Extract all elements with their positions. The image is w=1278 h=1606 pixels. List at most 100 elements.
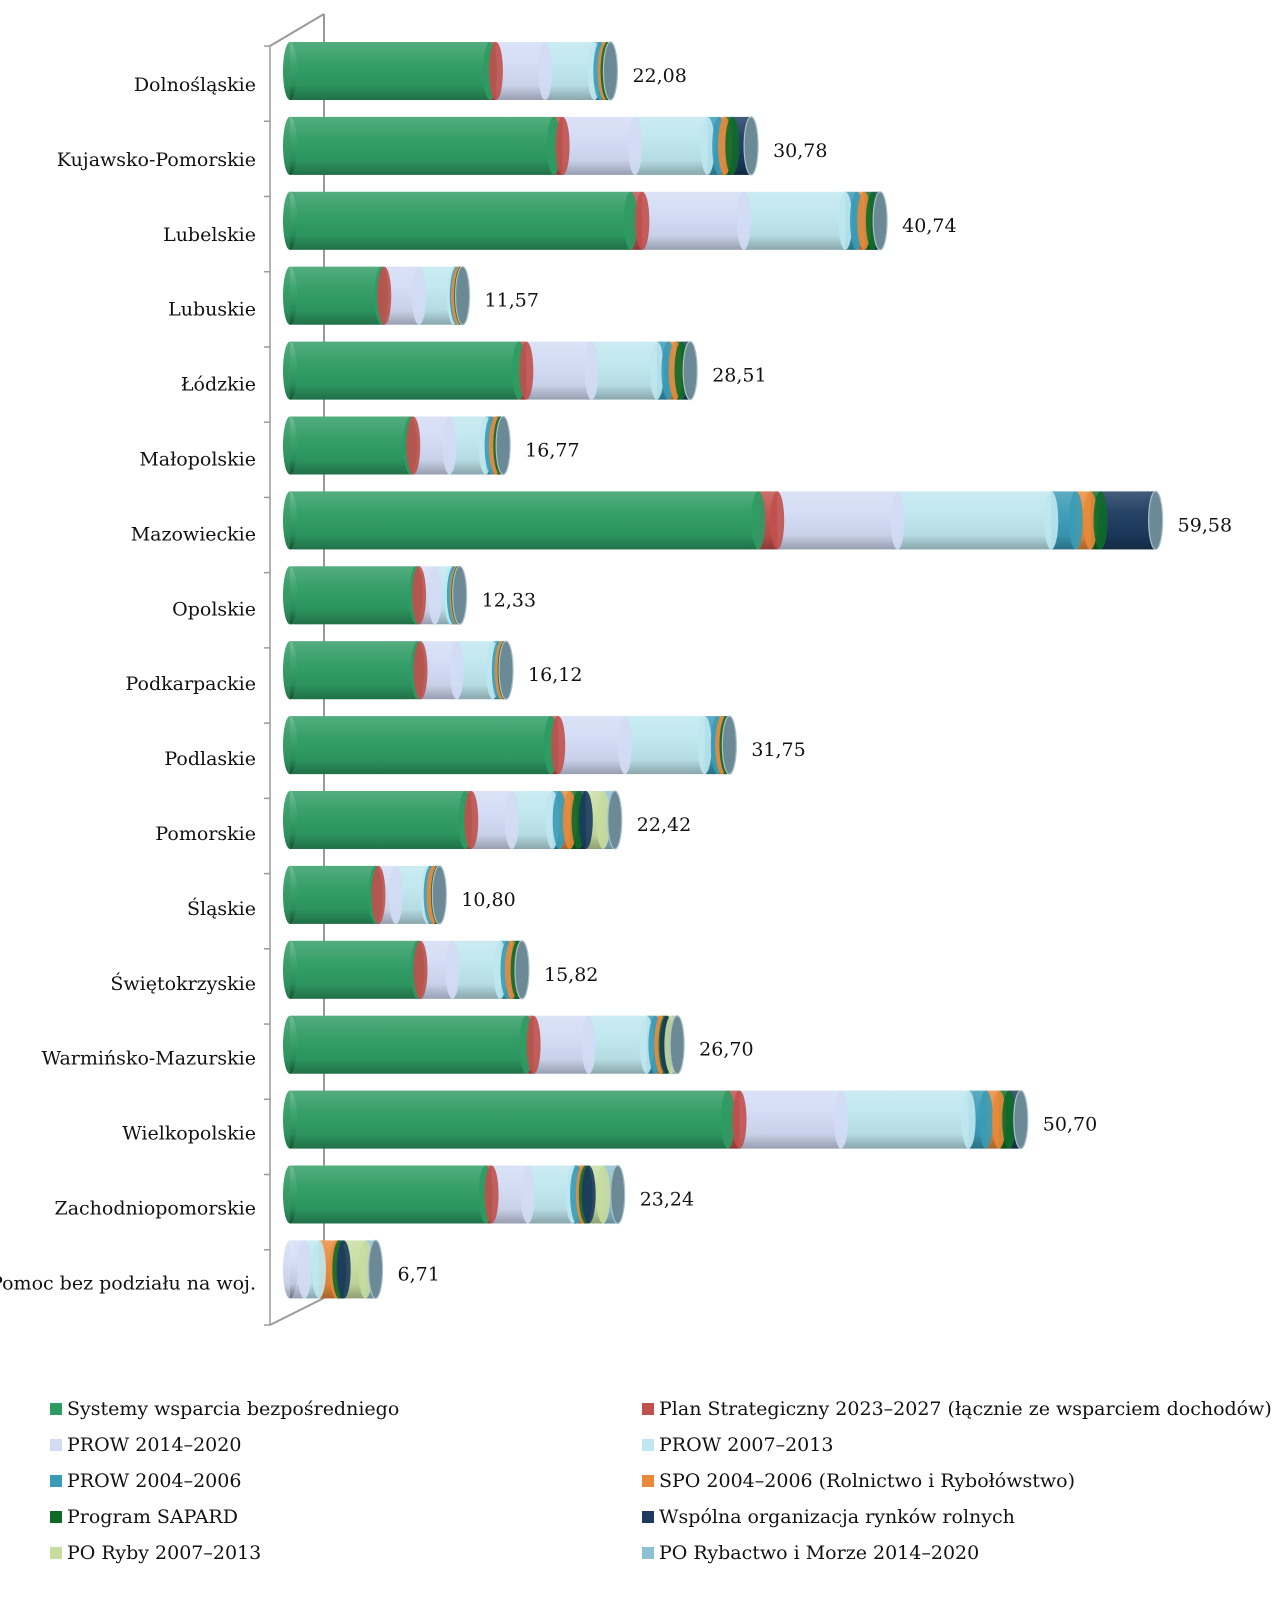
total-value-label: 16,77 bbox=[525, 440, 579, 462]
bar-shading bbox=[290, 42, 611, 100]
bar-end-cap bbox=[1148, 490, 1164, 551]
bar-end-cap bbox=[1013, 1089, 1029, 1150]
category-label: Świętokrzyskie bbox=[110, 972, 256, 995]
segment-rim bbox=[732, 1090, 747, 1149]
segment-rim bbox=[649, 341, 664, 400]
total-value-label: 10,80 bbox=[461, 889, 515, 911]
bar-end-cap bbox=[872, 191, 888, 251]
segment-rim bbox=[371, 865, 386, 924]
bar-start-shading bbox=[283, 1015, 297, 1074]
bar-end-cap bbox=[743, 116, 759, 176]
bar-start-shading bbox=[283, 940, 297, 999]
segment-rim bbox=[581, 1015, 596, 1074]
bar-group bbox=[283, 191, 888, 251]
legend-label: PROW 2007–2013 bbox=[659, 1434, 834, 1456]
segment-rim bbox=[519, 341, 534, 400]
category-label: Pomorskie bbox=[155, 823, 256, 845]
legend-label: PO Ryby 2007–2013 bbox=[67, 1542, 262, 1564]
bar-start-shading bbox=[283, 791, 297, 849]
segment-rim bbox=[449, 641, 464, 700]
bar-group bbox=[283, 341, 698, 401]
bar-start-shading bbox=[283, 491, 297, 550]
segment-rim bbox=[578, 791, 593, 849]
segment-rim bbox=[961, 1090, 976, 1149]
segment-rim bbox=[979, 1090, 993, 1149]
bar-start-shading bbox=[283, 191, 297, 250]
bar-shading bbox=[290, 716, 730, 775]
segment-rim bbox=[770, 491, 785, 550]
segment-rim bbox=[336, 1240, 351, 1299]
category-label: Pomoc bez podziału na woj. bbox=[0, 1272, 256, 1294]
legend-label: Wspólna organizacja rynków rolnych bbox=[659, 1506, 1015, 1528]
segment-rim bbox=[596, 791, 611, 849]
segment-rim bbox=[412, 266, 427, 325]
bar-group bbox=[283, 865, 447, 925]
total-value-label: 16,12 bbox=[528, 664, 582, 686]
bar-end-cap bbox=[607, 790, 623, 850]
bar-group bbox=[283, 715, 737, 775]
bar-start-shading bbox=[283, 42, 297, 100]
legend-swatch bbox=[50, 1475, 62, 1487]
bar-end-cap bbox=[498, 640, 514, 700]
bar-shading bbox=[290, 1015, 678, 1074]
bar-group bbox=[283, 940, 530, 1000]
bar-end-cap bbox=[452, 565, 468, 625]
total-value-label: 30,78 bbox=[773, 140, 827, 162]
bar-end-cap bbox=[431, 865, 447, 925]
category-label: Małopolskie bbox=[139, 449, 256, 471]
bar-start-shading bbox=[283, 716, 297, 775]
bar-start-shading bbox=[283, 116, 297, 175]
category-label: Śląskie bbox=[187, 897, 256, 920]
category-label: Wielkopolskie bbox=[122, 1123, 256, 1145]
category-label: Opolskie bbox=[172, 598, 256, 620]
category-label: Kujawsko-Pomorskie bbox=[57, 149, 256, 171]
legend-item: SPO 2004–2006 (Rolnictwo i Rybołówstwo) bbox=[642, 1470, 1075, 1492]
segment-rim bbox=[526, 1015, 541, 1074]
labels: Dolnośląskie 22,08 Kujawsko-Pomorskie 30,78… bbox=[0, 65, 1232, 1294]
total-value-label: 40,74 bbox=[902, 215, 956, 237]
bar-shading bbox=[290, 116, 752, 175]
segment-rim bbox=[1044, 491, 1059, 550]
bar-group bbox=[283, 116, 759, 176]
segment-rim bbox=[992, 1090, 1007, 1149]
legend-item: PROW 2014–2020 bbox=[50, 1434, 241, 1456]
bar-group bbox=[283, 565, 468, 625]
total-value-label: 26,70 bbox=[699, 1039, 753, 1061]
segment-rim bbox=[442, 416, 457, 475]
legend-item: PROW 2004–2006 bbox=[50, 1470, 241, 1492]
legend-swatch bbox=[642, 1547, 654, 1559]
segment-rim bbox=[623, 191, 638, 250]
segment-rim bbox=[890, 491, 905, 550]
total-value-label: 50,70 bbox=[1043, 1114, 1097, 1136]
segment-rim bbox=[445, 940, 460, 999]
bar-end-cap bbox=[514, 940, 530, 1000]
total-value-label: 22,08 bbox=[632, 65, 686, 87]
bar-group bbox=[283, 790, 623, 850]
segment-rim bbox=[297, 1240, 312, 1299]
segment-rim bbox=[555, 116, 570, 175]
bar-group bbox=[283, 1089, 1029, 1150]
legend-label: PO Rybactwo i Morze 2014–2020 bbox=[659, 1542, 980, 1564]
legend-swatch bbox=[50, 1511, 62, 1523]
segment-rim bbox=[388, 865, 403, 924]
segment-rim bbox=[413, 940, 428, 999]
segment-rim bbox=[725, 116, 740, 175]
segment-rim bbox=[504, 791, 519, 849]
segment-rim bbox=[1083, 491, 1098, 550]
total-value-label: 59,58 bbox=[1178, 514, 1232, 536]
total-value-label: 31,75 bbox=[751, 739, 805, 761]
category-label: Mazowieckie bbox=[131, 523, 256, 545]
legend-item: PO Rybactwo i Morze 2014–2020 bbox=[642, 1542, 979, 1564]
legend-item: PO Ryby 2007–2013 bbox=[50, 1542, 261, 1564]
legend-label: Program SAPARD bbox=[67, 1506, 238, 1528]
category-label: Łódzkie bbox=[181, 374, 256, 396]
segment-rim bbox=[488, 42, 503, 100]
category-label: Dolnośląskie bbox=[134, 74, 256, 96]
category-label: Zachodniopomorskie bbox=[55, 1198, 257, 1220]
segment-rim bbox=[312, 1240, 326, 1299]
segment-rim bbox=[581, 1165, 596, 1224]
total-value-label: 28,51 bbox=[712, 365, 766, 387]
segment-rim bbox=[736, 191, 751, 250]
segment-rim bbox=[1093, 491, 1108, 550]
legend-swatch bbox=[642, 1475, 654, 1487]
